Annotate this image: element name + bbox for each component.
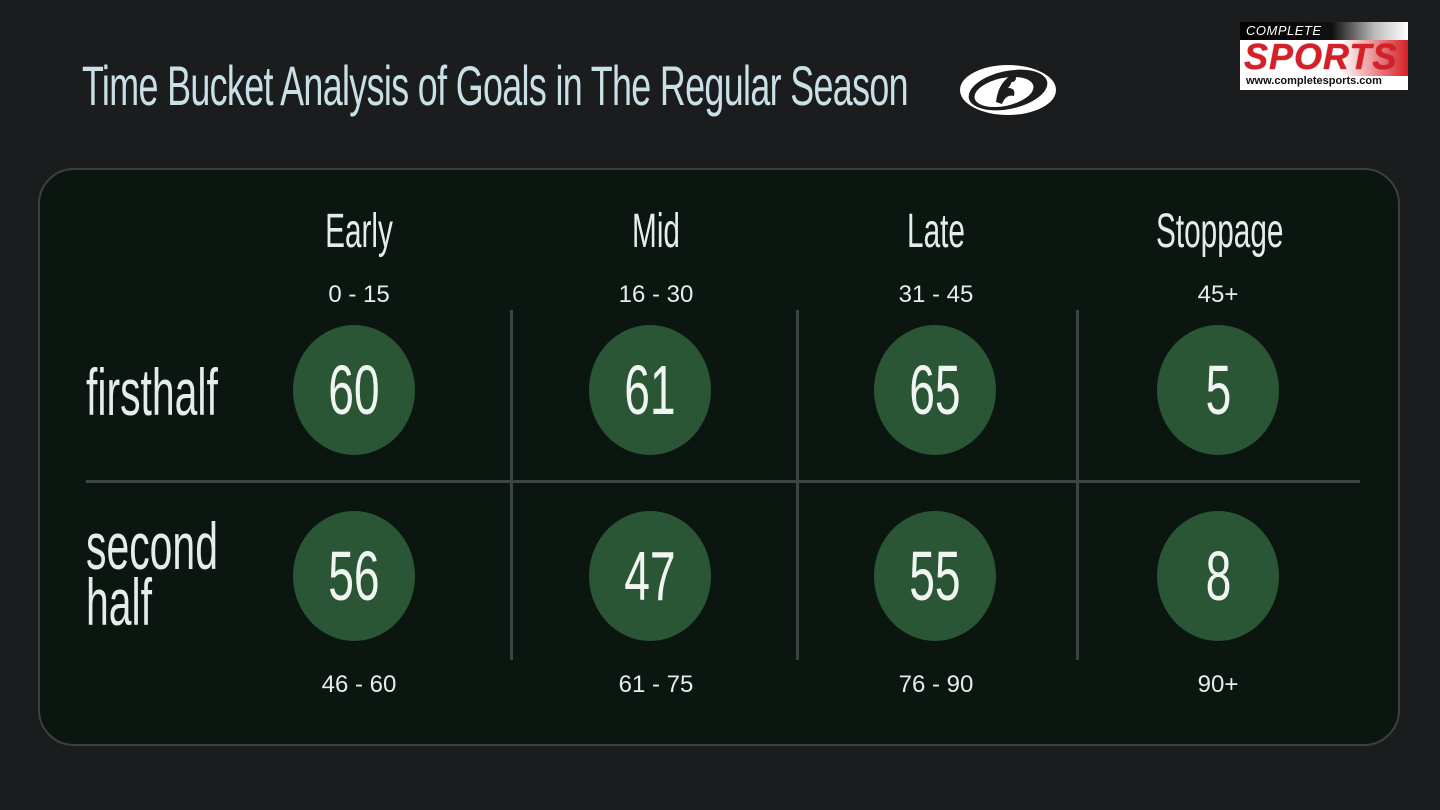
value-label: 55 [909,537,961,615]
row-label-second-half: second half [86,509,218,639]
value-bubble: 61 [589,325,711,455]
value-bubble: 65 [874,325,996,455]
value-bubble: 8 [1157,511,1279,641]
range-label: 16 - 30 [618,281,694,308]
column-divider [510,310,513,660]
range-label: 76 - 90 [898,671,974,698]
value-bubble: 47 [589,511,711,641]
column-divider [1076,310,1079,660]
column-header: Mid [632,205,680,258]
column-header: Late [907,205,965,258]
range-label: 31 - 45 [898,281,974,308]
brand-complete: COMPLETE [1246,23,1322,38]
value-label: 61 [624,351,676,429]
brand-url: www.completesports.com [1246,75,1382,87]
value-label: 47 [624,537,676,615]
value-label: 8 [1205,537,1231,615]
value-bubble: 56 [293,511,415,641]
value-label: 65 [909,351,961,429]
value-bubble: 60 [293,325,415,455]
brand-logo: COMPLETE SPORTS www.completesports.com [1240,22,1408,92]
row-divider [86,480,1360,483]
value-label: 56 [328,537,380,615]
column-header: Stoppage [1156,205,1284,258]
goals-table-panel: firsthalf second half Early Mid Late Sto… [38,168,1400,746]
brand-sports: SPORTS [1244,36,1398,77]
value-bubble: 55 [874,511,996,641]
range-label: 61 - 75 [618,671,694,698]
range-label: 46 - 60 [321,671,397,698]
league-logo-icon [960,65,1056,115]
column-header: Early [325,205,393,258]
column-divider [796,310,799,660]
range-label: 90+ [1197,671,1239,698]
row-label-first-half: firsthalf [86,355,218,429]
value-label: 5 [1205,351,1231,429]
range-label: 0 - 15 [328,281,390,308]
range-label: 45+ [1197,281,1239,308]
value-bubble: 5 [1157,325,1279,455]
page-title: Time Bucket Analysis of Goals in The Reg… [82,54,909,117]
value-label: 60 [328,351,380,429]
